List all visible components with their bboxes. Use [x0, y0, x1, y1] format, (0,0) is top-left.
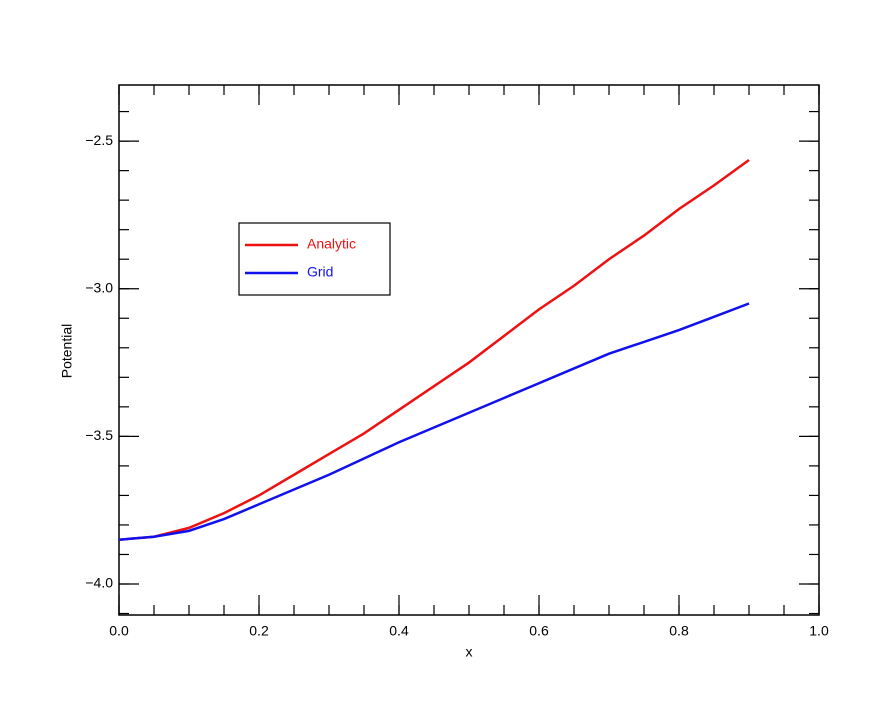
- x-tick-label: 0.0: [109, 623, 129, 639]
- x-axis-label: x: [466, 644, 473, 660]
- plot-frame: [118, 84, 820, 616]
- y-axis-label: Potential: [59, 324, 75, 378]
- x-tick-label: 0.4: [389, 623, 409, 639]
- legend-label: Grid: [307, 264, 333, 280]
- y-tick-label: −3.0: [85, 279, 113, 295]
- x-tick-label: 0.6: [529, 623, 549, 639]
- data-line: [118, 302, 750, 541]
- y-tick-label: −3.5: [85, 427, 113, 443]
- legend-label: Analytic: [307, 236, 356, 252]
- y-tick-label: −4.0: [85, 575, 113, 591]
- x-tick-label: 0.8: [669, 623, 689, 639]
- x-tick-label: 0.2: [249, 623, 269, 639]
- data-line: [118, 158, 750, 541]
- x-tick-label: 1.0: [809, 623, 829, 639]
- y-tick-label: −2.5: [85, 132, 113, 148]
- legend-box: [238, 222, 391, 296]
